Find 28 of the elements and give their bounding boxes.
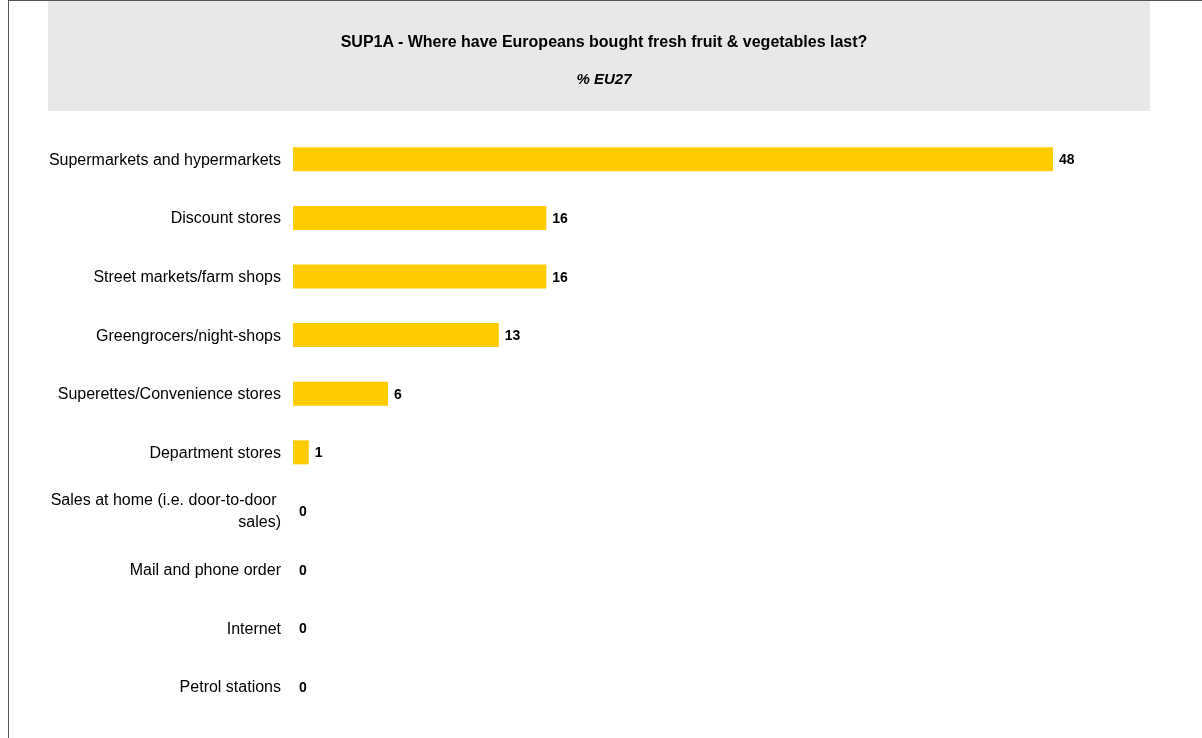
y-tick-label: Department stores — [149, 443, 281, 461]
data-label: 0 — [299, 502, 307, 519]
y-tick-label: Supermarkets and hypermarkets — [48, 150, 281, 168]
chart-subtitle: % EU27 — [576, 70, 633, 87]
data-label: 0 — [299, 561, 307, 578]
y-tick-label: Superettes/Convenience stores — [57, 385, 281, 403]
bar — [293, 205, 547, 230]
chart-title: SUP1A - Where have Europeans bought fresh fruit & vegetables last? — [340, 32, 868, 50]
y-tick-label: Internet — [226, 619, 282, 637]
y-tick-label: Sales at home (i.e. door-to-door sales) — [50, 491, 281, 531]
y-tick-label: Mail and phone order — [129, 561, 282, 578]
y-tick-label: Street markets/farm shops — [93, 268, 281, 285]
bar — [293, 264, 547, 289]
data-label: 0 — [299, 678, 307, 695]
bar — [293, 381, 388, 406]
data-label: 16 — [552, 209, 569, 226]
bar — [293, 323, 499, 348]
y-tick-label: Discount stores — [170, 209, 281, 227]
data-label: 0 — [299, 620, 307, 637]
bar — [293, 440, 309, 465]
data-label: 48 — [1059, 151, 1075, 168]
data-label: 6 — [394, 385, 402, 402]
data-label: 13 — [504, 327, 521, 344]
y-tick-label: Greengrocers/night-shops — [96, 326, 281, 344]
data-label: 16 — [552, 268, 569, 285]
bar — [293, 147, 1053, 172]
data-label: 1 — [314, 444, 323, 461]
y-tick-label: Petrol stations — [179, 678, 281, 696]
